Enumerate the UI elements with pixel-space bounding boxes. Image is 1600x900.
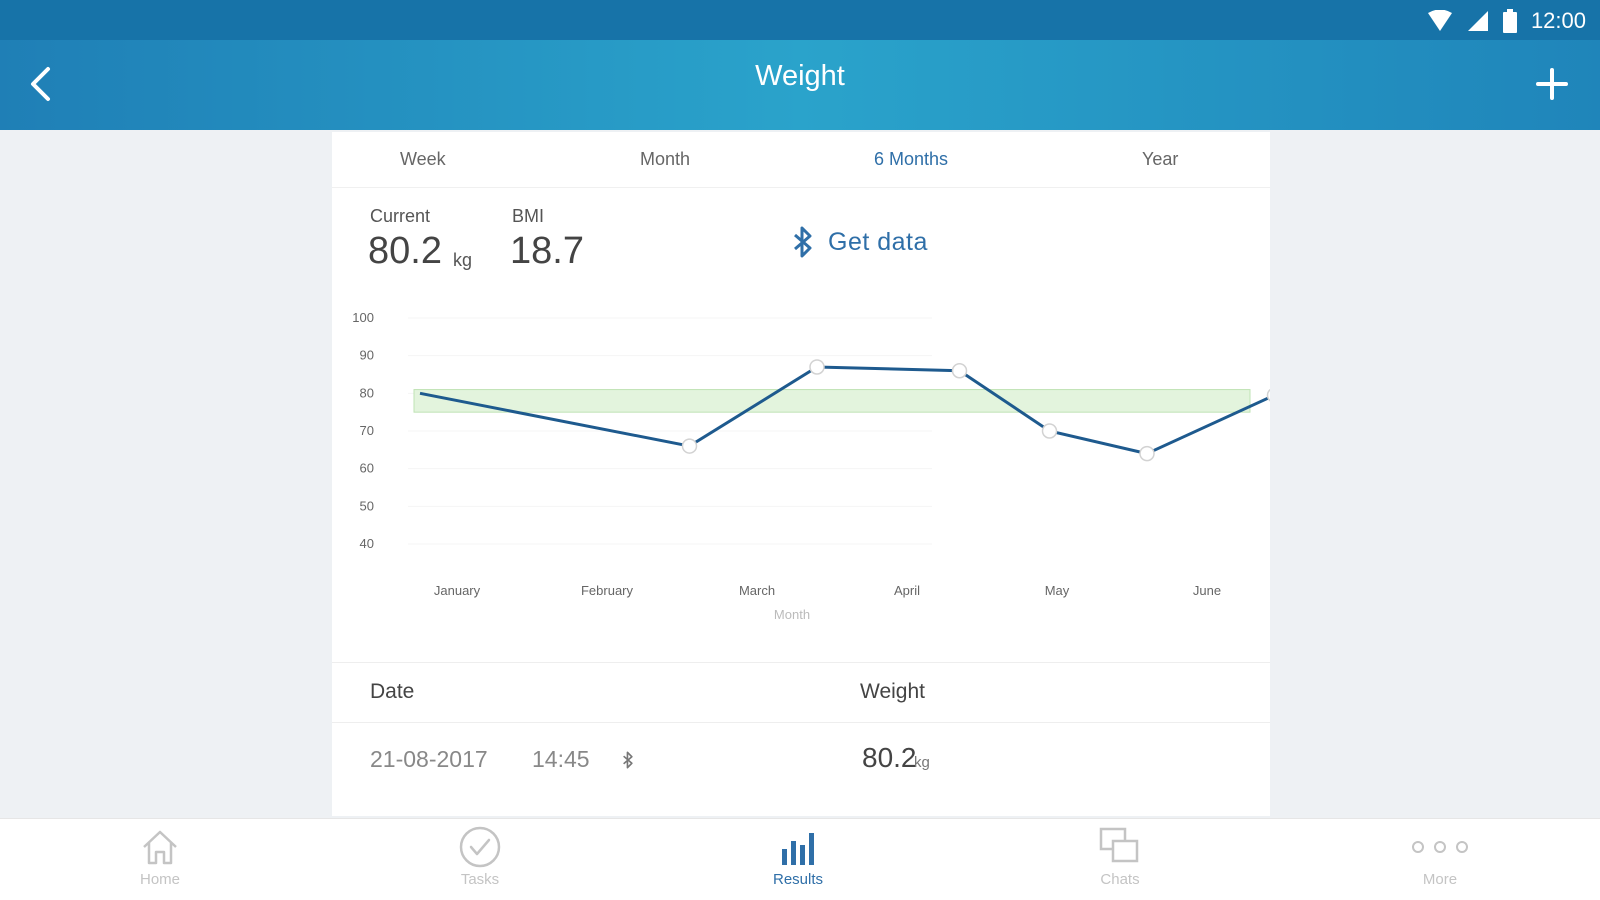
- x-tick-label: May: [1045, 583, 1070, 598]
- nav-tasks[interactable]: Tasks: [420, 823, 540, 897]
- check-circle-icon: [459, 826, 501, 868]
- current-label: Current: [370, 206, 431, 226]
- bottom-navigation: Home Tasks Results Chats: [0, 818, 1600, 900]
- tab-year[interactable]: Year: [1142, 149, 1179, 169]
- chart-gridlines: [408, 317, 932, 545]
- chevron-left-icon: [31, 67, 50, 101]
- bmi-value: 18.7: [510, 230, 584, 272]
- nav-results[interactable]: Results: [738, 823, 858, 897]
- nav-tasks-label: Tasks: [460, 871, 500, 888]
- y-axis-ticks: 100 90 80 70 60 50 40: [352, 310, 374, 551]
- status-bar: 12:00: [0, 0, 1600, 40]
- period-tabs: Week Month 6 Months Year: [332, 132, 1270, 188]
- date-column-header: Date: [370, 680, 415, 703]
- row-time: 14:45: [532, 746, 590, 772]
- row-weight-value: 80.2: [862, 742, 917, 773]
- y-tick-label: 70: [360, 423, 374, 438]
- nav-more[interactable]: More: [1380, 823, 1500, 897]
- bluetooth-icon: [794, 226, 812, 258]
- bar-chart-icon: [782, 833, 814, 865]
- nav-more-label: More: [1422, 871, 1458, 888]
- x-tick-label: February: [581, 583, 634, 598]
- nav-home-label: Home: [139, 871, 180, 888]
- home-icon: [143, 830, 177, 865]
- data-point[interactable]: [1041, 423, 1058, 439]
- data-point[interactable]: [681, 438, 698, 454]
- weight-card: Week Month 6 Months Year Current 80.2 kg…: [332, 132, 1270, 816]
- chat-icon: [1099, 827, 1139, 863]
- nav-chats-label: Chats: [1100, 871, 1140, 888]
- y-tick-label: 50: [360, 498, 374, 513]
- add-button[interactable]: [1526, 58, 1578, 110]
- y-tick-label: 80: [360, 385, 374, 400]
- weight-column-header: Weight: [860, 680, 925, 703]
- app-bar: Weight: [0, 40, 1600, 130]
- x-tick-label: January: [434, 583, 481, 598]
- weight-points: [681, 359, 1271, 462]
- tab-6-months[interactable]: 6 Months: [874, 149, 949, 169]
- nav-home[interactable]: Home: [100, 823, 220, 897]
- x-axis-label: Month: [774, 607, 810, 622]
- signal-icon: [1467, 11, 1488, 31]
- data-point[interactable]: [951, 362, 968, 379]
- tab-month[interactable]: Month: [640, 149, 691, 169]
- table-divider-top: [332, 662, 1270, 663]
- data-point[interactable]: [1139, 445, 1155, 462]
- data-point[interactable]: [809, 359, 825, 375]
- more-dots-icon: [1412, 841, 1468, 853]
- row-date: 21-08-2017: [370, 746, 488, 772]
- nav-chats[interactable]: Chats: [1060, 823, 1180, 897]
- y-tick-label: 100: [352, 310, 374, 325]
- current-weight-value: 80.2: [368, 230, 442, 272]
- table-divider-header: [332, 722, 1270, 723]
- y-tick-label: 60: [360, 461, 374, 476]
- weight-chart: 100 90 80 70 60 50 40 January February March Apri…: [352, 310, 1271, 622]
- x-tick-label: June: [1193, 583, 1221, 598]
- get-data-button[interactable]: Get data: [792, 226, 928, 258]
- page-title: Weight: [755, 60, 845, 92]
- wifi-icon: [1427, 10, 1452, 31]
- bmi-label: BMI: [512, 206, 545, 226]
- get-data-label: Get data: [828, 227, 928, 256]
- x-tick-label: April: [894, 583, 920, 598]
- nav-results-label: Results: [772, 871, 824, 888]
- status-icons: 12:00: [1427, 8, 1586, 34]
- y-tick-label: 40: [360, 536, 374, 551]
- y-tick-label: 90: [360, 348, 374, 363]
- row-weight-unit: kg: [914, 754, 930, 771]
- tab-week[interactable]: Week: [400, 149, 446, 169]
- bluetooth-icon: [623, 751, 633, 769]
- target-range-band: [413, 389, 1251, 413]
- data-point[interactable]: [1266, 388, 1271, 402]
- battery-icon: [1502, 9, 1517, 33]
- x-axis-ticks: January February March April May June: [434, 583, 1221, 598]
- plus-icon: [1536, 68, 1568, 100]
- current-weight-unit: kg: [453, 250, 473, 270]
- back-button[interactable]: [14, 58, 66, 110]
- x-tick-label: March: [739, 583, 775, 598]
- status-time: 12:00: [1530, 8, 1586, 33]
